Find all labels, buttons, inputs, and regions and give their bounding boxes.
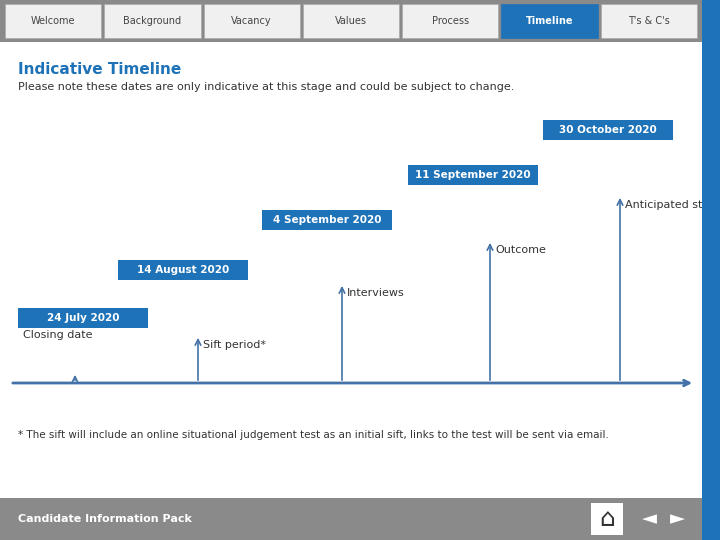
Text: Indicative Timeline: Indicative Timeline (18, 62, 181, 77)
Text: 4 September 2020: 4 September 2020 (273, 215, 382, 225)
Text: T's & C's: T's & C's (628, 16, 670, 26)
Text: 24 July 2020: 24 July 2020 (47, 313, 120, 323)
Bar (118, 260, 248, 280)
Text: Anticipated start date: Anticipated start date (625, 200, 720, 210)
Text: Please note these dates are only indicative at this stage and could be subject t: Please note these dates are only indicat… (18, 82, 514, 92)
Text: Welcome: Welcome (31, 16, 76, 26)
Text: Background: Background (123, 16, 181, 26)
Text: Closing date: Closing date (23, 330, 92, 340)
Text: Vacancy: Vacancy (231, 16, 272, 26)
Bar (303, 4, 399, 38)
Text: ◄: ◄ (642, 510, 657, 529)
Bar (104, 4, 201, 38)
Bar (204, 4, 300, 38)
Text: 11 September 2020: 11 September 2020 (415, 170, 531, 180)
Bar (5, 4, 102, 38)
Text: 14 August 2020: 14 August 2020 (137, 265, 229, 275)
Text: ►: ► (670, 510, 685, 529)
Bar (18, 308, 148, 328)
Text: Interviews: Interviews (347, 288, 405, 298)
Bar (402, 4, 498, 38)
Bar (501, 4, 598, 38)
Bar (543, 120, 673, 140)
Text: * The sift will include an online situational judgement test as an initial sift,: * The sift will include an online situat… (18, 430, 609, 440)
Bar (408, 165, 538, 185)
Text: Candidate Information Pack: Candidate Information Pack (18, 514, 192, 524)
Text: Outcome: Outcome (495, 245, 546, 255)
Text: Values: Values (335, 16, 367, 26)
Text: Sift period*: Sift period* (203, 340, 266, 350)
Bar (600, 4, 697, 38)
Bar (262, 210, 392, 230)
Bar (0, 498, 702, 540)
Text: ⌂: ⌂ (599, 507, 615, 531)
Text: Process: Process (432, 16, 469, 26)
Text: Timeline: Timeline (526, 16, 573, 26)
Text: 30 October 2020: 30 October 2020 (559, 125, 657, 135)
Bar (702, 0, 720, 540)
Bar (591, 503, 623, 535)
Bar (0, 0, 702, 42)
